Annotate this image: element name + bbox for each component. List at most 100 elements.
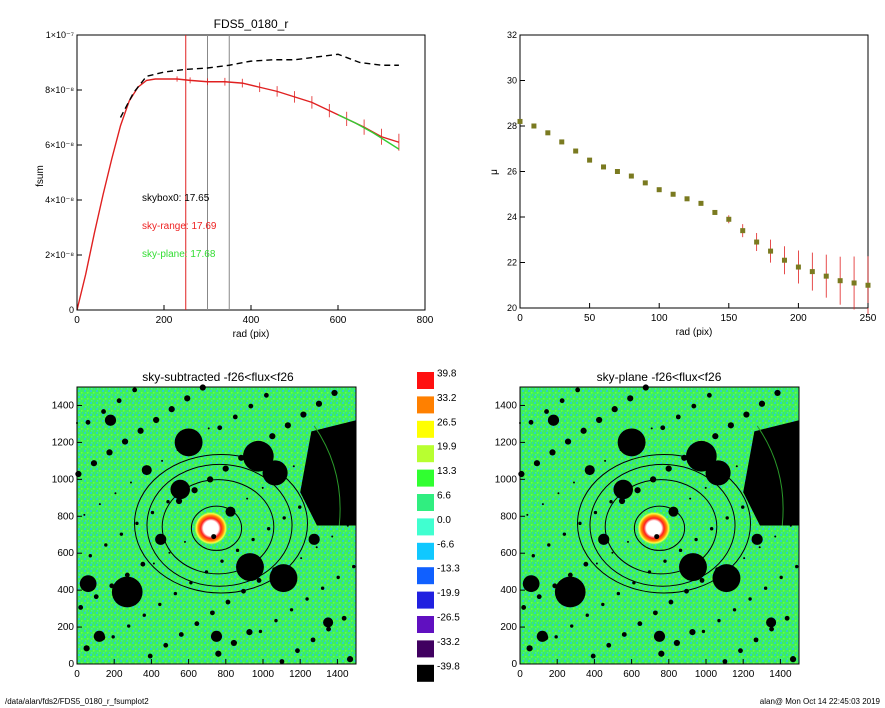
sky-subtracted-masked-speck (230, 639, 237, 647)
sky-plane-masked-speck (758, 400, 766, 407)
sky-plane-masked-speck (570, 624, 574, 628)
sky-plane-masked-speck (650, 476, 657, 483)
sky-subtracted-masked-speck (140, 561, 146, 567)
sky-plane-y-ticks: 0 200 400 600 800 1000 1200 1400 (495, 400, 525, 670)
mu-data-point (573, 148, 579, 154)
sky-plane-masked-source (751, 533, 763, 545)
sky-subtracted-galaxy-nucleus (211, 534, 217, 540)
colorbar-label: 39.8 (437, 369, 457, 380)
mu-data-point (559, 139, 565, 145)
sky-plane-x-tick-label: 0 (517, 669, 523, 680)
sky-subtracted-masked-speck (116, 398, 122, 404)
fsum-x-tick-label: 400 (243, 315, 260, 326)
footer-user-timestamp: alan@ Mon Oct 14 22:45:03 2019 (759, 697, 880, 706)
colorbar-swatch (417, 420, 434, 438)
sky-subtracted-masked-speck (341, 615, 347, 621)
sky-subtracted-y-tick-label: 0 (68, 659, 74, 670)
colorbar-label: -39.8 (437, 661, 460, 672)
sky-subtracted-aperture-ellipse (161, 479, 275, 575)
sky-plane-masked-speck (552, 583, 558, 589)
sky-plane-masked-speck (704, 486, 707, 489)
sky-plane-title: sky-plane -f26<flux<f26 (597, 370, 722, 384)
sky-subtracted-masked-source (210, 630, 223, 642)
mu-y-tick-label: 22 (507, 258, 517, 268)
mu-data-point (740, 228, 746, 234)
mu-data-point (614, 169, 620, 174)
sky-plane-masked-speck (547, 543, 551, 547)
sky-subtracted-x-tick-label: 400 (143, 669, 160, 680)
sky-subtracted-masked-speck (127, 624, 131, 628)
sky-plane-masked-source (766, 617, 777, 628)
sky-subtracted-y-tick-label: 1200 (52, 437, 75, 448)
sky-subtracted-masked-source (79, 575, 97, 593)
sky-plane-masked-speck (678, 548, 683, 553)
sky-subtracted-masked-speck (109, 583, 115, 589)
sky-subtracted-masked-speck (235, 548, 240, 553)
mu-plot-frame (519, 34, 869, 309)
sky-subtracted-aperture-ellipse (134, 454, 308, 594)
sky-subtracted-masked-speck (163, 642, 169, 648)
sky-subtracted-masked-speck (137, 427, 144, 434)
sky-plane-masked-speck (595, 562, 598, 565)
fsum-y-tick-label: 1×10⁻⁷ (46, 30, 74, 40)
sky-subtracted-masked-speck (207, 427, 210, 430)
sky-subtracted-masked-speck (220, 559, 224, 563)
sky-subtracted-masked-speck (161, 459, 164, 462)
sky-subtracted-masked-speck (215, 650, 222, 657)
sky-subtracted-masked-speck (90, 460, 98, 467)
sky-plane-masked-speck (578, 521, 582, 526)
fsum-series-line (337, 114, 400, 150)
fsum-y-tick-label: 4×10⁻⁸ (45, 195, 74, 205)
sky-plane-aperture-ellipse (604, 479, 718, 575)
sky-subtracted-masked-source (323, 617, 334, 628)
sky-plane-masked-speck (590, 653, 596, 659)
mu-y-tick-label: 28 (507, 121, 517, 131)
sky-subtracted-masked-speck (232, 414, 238, 420)
sky-subtracted-masked-speck (183, 540, 186, 543)
sky-plane-masked-speck (668, 599, 674, 605)
sky-subtracted-masked-speck (248, 403, 254, 409)
sky-plane-masked-speck (743, 411, 750, 418)
sky-subtracted-masked-speck (246, 629, 253, 636)
sky-subtracted-mask-edge (313, 425, 341, 526)
sky-plane-masked-speck (694, 537, 698, 542)
mu-x-tick-label: 150 (720, 313, 737, 324)
sky-subtracted-y-tick-label: 400 (57, 585, 74, 596)
sky-subtracted-masked-speck (298, 505, 302, 509)
sky-subtracted-masked-speck (135, 521, 139, 526)
sky-plane-masked-speck (635, 438, 638, 441)
sky-plane-masked-speck (652, 610, 658, 616)
sky-subtracted-y-tick-label: 1400 (52, 400, 75, 411)
sky-subtracted-y-ticks: 0 200 400 600 800 1000 1200 1400 (52, 400, 82, 670)
sky-plane-x-tick-label: 1200 (732, 669, 755, 680)
mu-data-point (837, 278, 843, 284)
sky-plane-y-tick-label: 600 (500, 548, 517, 559)
sky-subtracted-x-ticks: 0 200 400 600 800 1000 1200 1400 (74, 659, 349, 680)
sky-subtracted-masked-speck (253, 443, 260, 451)
sky-plane-masked-speck (642, 384, 649, 391)
sky-subtracted-masked-speck (256, 578, 262, 583)
mu-data-point (601, 164, 607, 170)
mu-data-point (768, 248, 774, 254)
sky-subtracted-masked-speck (284, 422, 291, 429)
mu-x-tick-label: 200 (790, 313, 807, 324)
sky-subtracted-masked-speck (88, 554, 92, 558)
mu-data-point (823, 273, 829, 279)
fsum-x-tick-label: 200 (156, 315, 173, 326)
fsum-x-tick-label: 600 (330, 315, 347, 326)
sky-plane-masked-source (584, 465, 595, 476)
sky-plane-masked-speck (712, 433, 719, 440)
colorbar-swatch (417, 372, 434, 389)
sky-plane-masked-speck (593, 510, 598, 515)
sky-plane-masked-speck (542, 634, 549, 641)
sky-subtracted-masked-speck (191, 487, 198, 494)
mu-x-tick-label: 50 (584, 313, 596, 324)
sky-plane-masked-speck (696, 443, 703, 451)
sky-plane-x-tick-label: 400 (586, 669, 603, 680)
sky-plane-masked-speck (528, 419, 534, 425)
sky-subtracted-map (75, 384, 356, 664)
sky-plane-masked-speck (521, 605, 527, 610)
sky-subtracted-masked-speck (222, 465, 229, 472)
sky-plane-masked-speck (564, 438, 572, 445)
